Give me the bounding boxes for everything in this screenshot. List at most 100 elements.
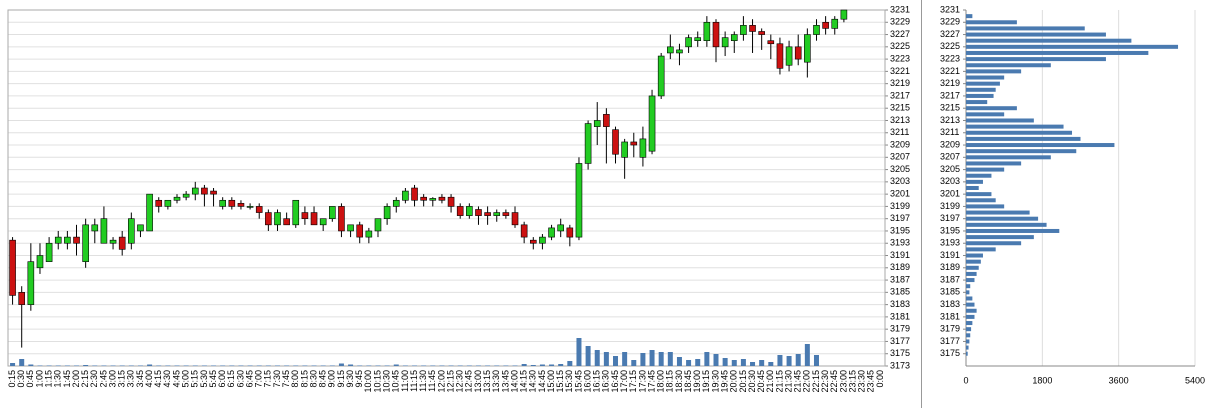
x-tick-label: 2:00 xyxy=(71,370,81,388)
x-tick-label: 16:15 xyxy=(592,370,602,393)
x-tick-label: 3:15 xyxy=(117,370,127,388)
profile-bar xyxy=(966,130,1073,135)
y-tick-label: 3205 xyxy=(940,164,960,174)
volume-bar xyxy=(402,365,408,366)
volume-bar xyxy=(384,365,390,366)
volume-bar xyxy=(539,364,545,366)
x-tick-label: 20:30 xyxy=(747,370,757,393)
x-tick-label: 9:00 xyxy=(327,370,337,388)
candle-body xyxy=(36,255,44,269)
x-tick-label: 4:00 xyxy=(144,370,154,388)
volume-bar xyxy=(521,364,527,366)
profile-bar xyxy=(966,112,1005,117)
volume-bar xyxy=(466,365,472,366)
y-tick-label: 3185 xyxy=(940,287,960,297)
candle-body xyxy=(109,239,117,244)
candle-body xyxy=(639,138,647,158)
candle-body xyxy=(804,34,811,63)
profile-bar xyxy=(966,339,970,344)
volume-bar xyxy=(412,365,418,366)
volume-bar xyxy=(64,365,70,366)
x-tick-label: 13:30 xyxy=(491,370,501,393)
profile-bar xyxy=(966,228,1060,233)
candle-body xyxy=(237,203,245,207)
candle-body xyxy=(466,206,473,216)
volume-bar xyxy=(740,359,746,366)
y-tick-label: 3221 xyxy=(890,66,910,76)
y-tick-label: 3201 xyxy=(890,189,910,199)
y-tick-label: 3225 xyxy=(940,41,960,51)
profile-bar xyxy=(966,296,973,301)
x-tick-label: 19:15 xyxy=(701,370,711,393)
candle-body xyxy=(520,224,528,238)
profile-bar xyxy=(966,302,975,307)
x-tick-label: 4:45 xyxy=(171,370,181,388)
volume-bar xyxy=(28,364,34,366)
y-tick-label: 3217 xyxy=(890,90,910,100)
candle-body xyxy=(438,196,446,201)
y-tick-label: 3191 xyxy=(890,250,910,260)
candle-body xyxy=(27,261,35,305)
x-tick-label: 16:45 xyxy=(610,370,620,393)
volume-bar xyxy=(786,356,792,366)
y-tick-label: 3193 xyxy=(940,238,960,248)
x-tick-label: 21:30 xyxy=(783,370,793,393)
x-tick-label: 0:45 xyxy=(25,370,35,388)
x-tick-label: 23:15 xyxy=(847,370,857,393)
candle-body xyxy=(584,123,592,164)
x-tick-label: 1:45 xyxy=(62,370,72,388)
volume-bar xyxy=(795,354,801,366)
volume-bar xyxy=(128,365,134,366)
y-tick-label: 3207 xyxy=(940,152,960,162)
candle-body xyxy=(182,193,190,198)
profile-bar xyxy=(966,222,1047,227)
profile-bar xyxy=(966,259,981,264)
x-tick-label: 15:45 xyxy=(573,370,583,393)
candle-body xyxy=(511,212,519,226)
candle-body xyxy=(612,129,619,155)
x-tick-label: 8:45 xyxy=(318,370,328,388)
candle-body xyxy=(776,43,784,69)
candle-body xyxy=(265,212,272,226)
y-tick-label: 3225 xyxy=(890,41,910,51)
profile-bar xyxy=(966,20,1017,25)
volume-bar xyxy=(375,365,381,366)
x-tick-label: 17:30 xyxy=(637,370,647,393)
x-tick-label: 14:15 xyxy=(519,370,529,393)
candle-body xyxy=(740,25,747,35)
candle-body xyxy=(548,227,555,238)
y-tick-label: 3229 xyxy=(890,17,910,27)
x-tick-label: 1800 xyxy=(1032,375,1052,385)
profile-bar xyxy=(966,351,968,356)
profile-bar xyxy=(966,50,1149,55)
x-tick-label: 5:45 xyxy=(208,370,218,388)
x-tick-label: 8:30 xyxy=(308,370,318,388)
volume-bar xyxy=(695,359,701,366)
profile-bar xyxy=(966,81,1000,86)
profile-bar xyxy=(966,14,973,19)
volume-bar xyxy=(357,365,363,366)
x-tick-label: 17:45 xyxy=(646,370,656,393)
x-tick-label: 6:00 xyxy=(217,370,227,388)
x-tick-label: 7:30 xyxy=(272,370,282,388)
x-tick-label: 9:30 xyxy=(345,370,355,388)
x-tick-label: 22:30 xyxy=(820,370,830,393)
x-tick-label: 11:45 xyxy=(427,370,437,392)
x-tick-label: 10:00 xyxy=(363,370,373,393)
x-tick-label: 1:30 xyxy=(53,370,63,388)
candle-body xyxy=(456,206,464,216)
profile-bar xyxy=(966,118,1034,123)
x-tick-label: 18:45 xyxy=(683,370,693,393)
candle-body xyxy=(155,199,163,207)
volume-bar xyxy=(658,352,664,366)
profile-bar xyxy=(966,278,975,283)
volume-bar xyxy=(731,360,737,366)
y-tick-label: 3211 xyxy=(940,127,959,137)
x-tick-label: 2:15 xyxy=(80,370,90,388)
x-tick-label: 22:00 xyxy=(802,370,812,393)
candle-body xyxy=(721,37,729,48)
volume-bar xyxy=(165,365,171,366)
volume-bar xyxy=(10,363,16,366)
candle-body xyxy=(685,37,692,48)
